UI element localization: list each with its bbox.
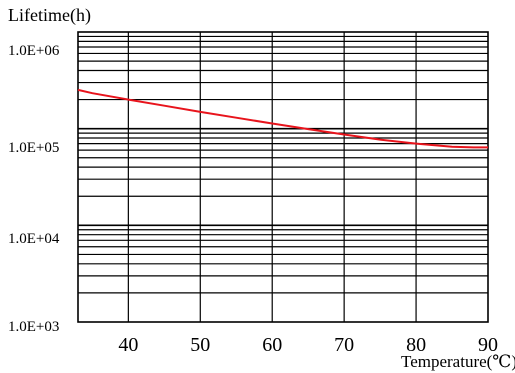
x-tick-label: 80: [406, 334, 426, 356]
lifetime-curve: [77, 88, 488, 149]
y-tick-label-1e5: 1.0E+05: [8, 140, 59, 156]
grid-lines: [78, 32, 488, 322]
x-tick-labels: 40 50 60 70 80 90: [118, 334, 498, 356]
y-tick-label-1e4: 1.0E+04: [8, 231, 60, 247]
x-tick-label: 90: [478, 334, 498, 356]
plot-frame: [77, 31, 489, 323]
x-tick-label: 70: [334, 334, 354, 356]
x-axis-label: Temperature(℃): [401, 352, 515, 371]
x-tick-label: 60: [262, 334, 282, 356]
y-tick-label-1e6: 1.0E+06: [8, 43, 60, 59]
x-tick-label: 50: [190, 334, 210, 356]
x-tick-label: 40: [118, 334, 138, 356]
y-tick-label-1e3: 1.0E+03: [8, 319, 59, 335]
y-axis-label: Lifetime(h): [8, 5, 91, 26]
